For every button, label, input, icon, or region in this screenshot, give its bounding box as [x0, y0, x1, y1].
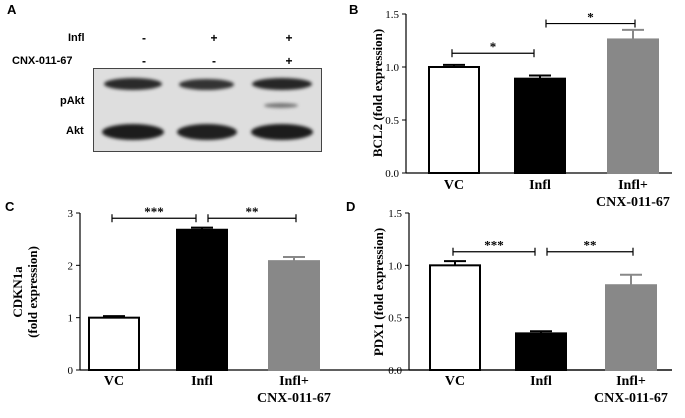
- akt-band-lane-1: [102, 124, 164, 140]
- b-category-label-line: Infl+: [618, 178, 648, 193]
- b-category-label-vc: VC: [444, 178, 464, 193]
- d-y-tick-label: 1.5: [388, 208, 402, 220]
- panel-d-letter: D: [346, 199, 356, 214]
- d-sig-label-0: ***: [484, 238, 504, 253]
- pakt-faint-band-lane-3: [264, 103, 298, 108]
- pakt-band-lane-3: [252, 78, 312, 90]
- blot-row-label-cnx: CNX-011-67: [12, 55, 73, 67]
- d-y-axis-label: PDX1 (fold expression): [371, 228, 386, 356]
- c-y-axis-label-line: CDKN1a: [10, 266, 25, 318]
- blot-row-label-infl: Infl: [68, 32, 85, 44]
- blot-label-akt: Akt: [66, 125, 84, 137]
- c-bar-infl: [176, 228, 228, 371]
- d-category-label-line: Infl: [530, 374, 552, 389]
- c-category-label-infl: Infl: [191, 374, 213, 389]
- d-bar-cnx: [605, 284, 657, 371]
- blot-infl-lane-3: +: [285, 31, 293, 45]
- c-y-axis-label: CDKN1a(fold expression): [10, 246, 40, 338]
- panel-b-letter: B: [349, 2, 359, 17]
- d-category-label-line: Infl+: [616, 374, 646, 389]
- blot-infl-lane-2: +: [210, 31, 218, 45]
- blot-cnx-lane-2: -: [212, 54, 216, 68]
- b-y-tick-label: 1.0: [385, 62, 399, 74]
- b-y-tick-label: 0.0: [385, 168, 399, 180]
- pakt-band-lane-2: [179, 79, 234, 90]
- d-bar-vc: [429, 264, 481, 372]
- c-category-label-line: Infl: [191, 374, 213, 389]
- d-category-label-cnx: Infl+ CNX-011-67: [594, 374, 668, 406]
- d-category-label-line: CNX-011-67: [594, 391, 668, 406]
- c-y-tick-label: 2: [68, 260, 74, 272]
- d-y-tick-label: 0.0: [388, 365, 402, 377]
- b-category-label-infl: Infl: [529, 178, 551, 193]
- b-category-label-cnx: Infl+ CNX-011-67: [596, 178, 670, 210]
- blot-cnx-lane-3: +: [285, 54, 293, 68]
- d-category-label-infl: Infl: [530, 374, 552, 389]
- d-y-axis-label-line: PDX1 (fold expression): [371, 228, 386, 356]
- b-y-tick-label: 1.5: [385, 9, 399, 21]
- d-y-tick-label: 0.5: [388, 313, 402, 325]
- b-y-axis-label-line: BCL2 (fold expression): [370, 29, 385, 157]
- d-y-tick-label: 1.0: [388, 260, 402, 272]
- b-category-label-line: Infl: [529, 178, 551, 193]
- d-category-label-vc: VC: [445, 374, 465, 389]
- b-bar-vc: [428, 66, 480, 174]
- b-y-tick-label: 0.5: [385, 115, 399, 127]
- c-category-label-line: VC: [104, 374, 124, 389]
- c-y-axis-label-line: (fold expression): [25, 246, 40, 338]
- b-category-label-line: VC: [444, 178, 464, 193]
- akt-band-lane-2: [177, 124, 237, 140]
- c-y-tick-label: 0: [68, 365, 74, 377]
- pakt-band-lane-1: [104, 78, 162, 90]
- d-bar-infl: [515, 332, 567, 372]
- panel-c-letter: C: [5, 199, 15, 214]
- c-category-label-line: Infl+: [279, 374, 309, 389]
- b-sig-label-1: *: [587, 10, 594, 25]
- d-sig-label-1: **: [584, 238, 597, 253]
- d-category-label-line: VC: [445, 374, 465, 389]
- c-bar-vc: [88, 316, 140, 371]
- c-y-tick-label: 3: [68, 208, 74, 220]
- c-category-label-vc: VC: [104, 374, 124, 389]
- b-category-label-line: CNX-011-67: [596, 195, 670, 210]
- c-category-label-line: CNX-011-67: [257, 391, 331, 406]
- western-blot-image: [93, 68, 322, 152]
- akt-band-lane-3: [251, 124, 313, 140]
- blot-label-pakt: pAkt: [60, 95, 85, 107]
- c-y-tick-label: 1: [68, 313, 74, 325]
- b-sig-label-0: *: [490, 39, 497, 54]
- c-sig-label-0: ***: [144, 204, 164, 219]
- blot-cnx-lane-1: -: [142, 54, 146, 68]
- c-sig-label-1: **: [246, 204, 259, 219]
- blot-infl-lane-1: -: [142, 31, 146, 45]
- panel-a-letter: A: [7, 2, 17, 17]
- b-y-axis-label: BCL2 (fold expression): [370, 29, 385, 157]
- c-category-label-cnx: Infl+ CNX-011-67: [257, 374, 331, 406]
